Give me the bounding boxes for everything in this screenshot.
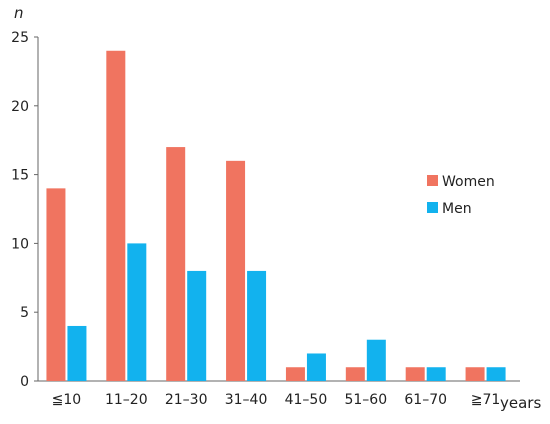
- bar-women-1: [106, 50, 126, 381]
- legend: Women Men: [427, 174, 495, 217]
- x-tick-label: ≦10: [52, 392, 82, 408]
- bar-men-3: [247, 270, 267, 381]
- legend-swatch-men: [427, 202, 438, 213]
- x-tick-label: 51–60: [344, 392, 387, 408]
- bar-women-5: [345, 367, 365, 381]
- x-tick-label: 31–40: [225, 392, 268, 408]
- bar-women-7: [465, 367, 485, 381]
- bar-men-6: [426, 367, 446, 381]
- bar-women-2: [166, 147, 186, 381]
- x-tick-label: 61–70: [404, 392, 447, 408]
- legend-label-men: Men: [442, 201, 472, 217]
- x-tick-label: 11–20: [105, 392, 148, 408]
- x-tick-label: 21–30: [165, 392, 208, 408]
- legend-label-women: Women: [442, 174, 495, 190]
- y-tick-label: 5: [20, 305, 29, 321]
- bar-men-1: [127, 243, 147, 381]
- x-tick-labels: ≦10 11–20 21–30 31–40 41–50 51–60 61–70 ≧71: [52, 392, 501, 408]
- bar-men-4: [306, 353, 326, 381]
- bar-women-3: [226, 160, 246, 381]
- legend-swatch-women: [427, 175, 438, 186]
- x-tick-label: 41–50: [285, 392, 328, 408]
- y-tick-label: 10: [11, 236, 29, 252]
- x-axis-title: years: [500, 394, 541, 412]
- y-tick-labels: 0 5 10 15 20 25: [11, 30, 29, 390]
- bar-women-6: [405, 367, 425, 381]
- bar-men-0: [67, 325, 87, 381]
- bars-group: [46, 50, 506, 381]
- bar-men-5: [366, 339, 386, 381]
- y-tick-label: 20: [11, 99, 29, 115]
- y-tick-label: 0: [20, 374, 29, 390]
- bar-women-4: [285, 367, 305, 381]
- y-tick-label: 15: [11, 168, 29, 184]
- y-tick-label: 25: [11, 30, 29, 46]
- bar-men-7: [486, 367, 506, 381]
- bar-men-2: [187, 270, 207, 381]
- x-tick-label: ≧71: [471, 392, 501, 408]
- bar-women-0: [46, 188, 66, 381]
- y-axis-title: n: [14, 4, 24, 22]
